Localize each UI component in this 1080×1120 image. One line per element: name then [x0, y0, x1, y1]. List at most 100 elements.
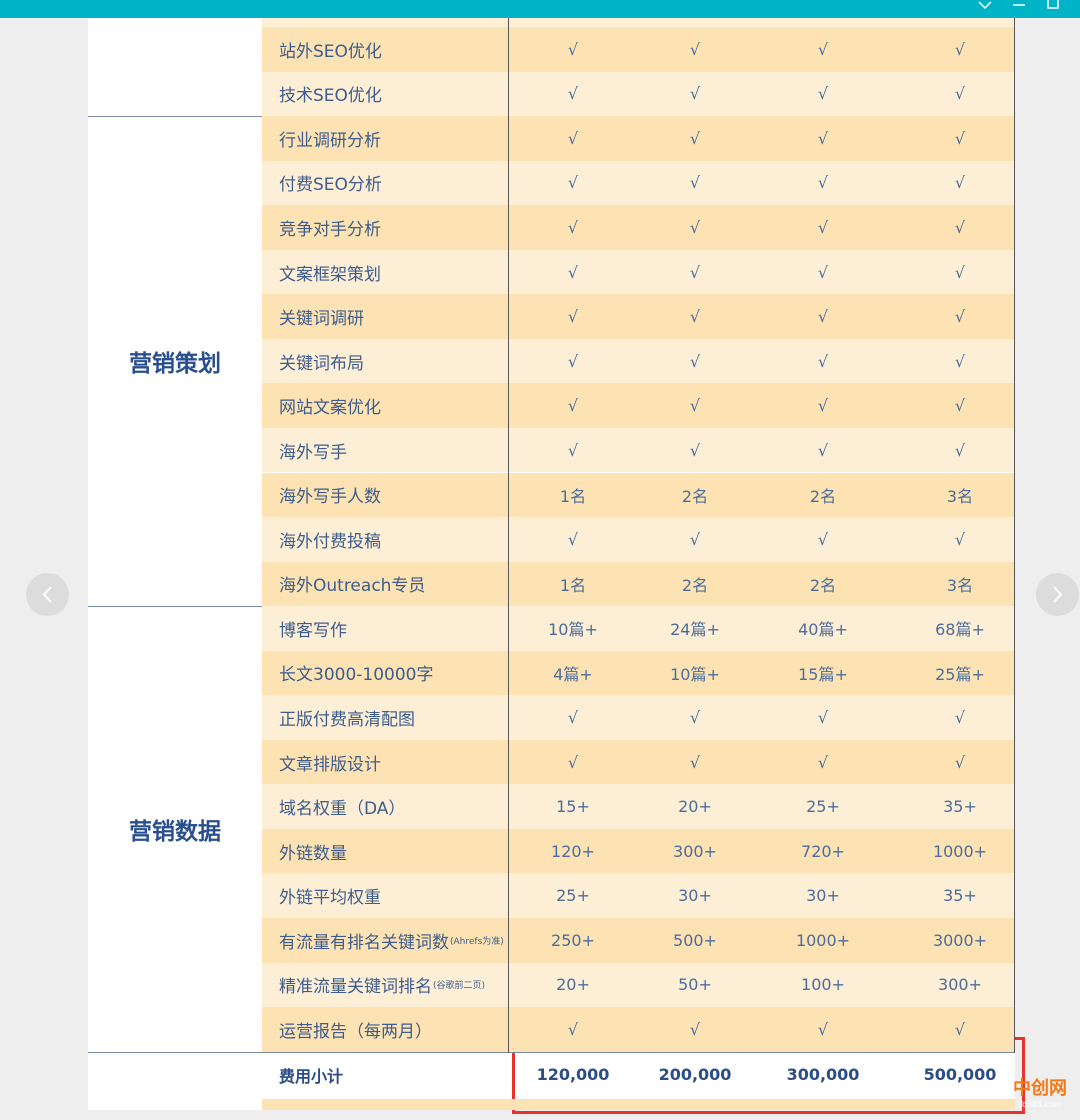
value-cell: √ [954, 1019, 966, 1039]
value-cell: 15+ [556, 797, 590, 817]
row-bg [262, 873, 1015, 918]
value-cell: √ [817, 307, 829, 327]
feature-label: 关键词布局 [279, 353, 364, 374]
value-cell: √ [689, 173, 701, 193]
value-cell: 50+ [678, 975, 712, 995]
value-cell: √ [689, 217, 701, 237]
value-cell: √ [817, 84, 829, 104]
value-cell: √ [954, 173, 966, 193]
column-divider [1014, 18, 1015, 1053]
value-cell: 2名 [809, 575, 837, 595]
feature-label: 外链平均权重 [279, 888, 381, 909]
value-cell: √ [689, 262, 701, 282]
value-cell: 2名 [809, 486, 837, 506]
row-bg [262, 27, 1015, 72]
value-cell: 30+ [806, 886, 840, 906]
row-bg [262, 561, 1015, 607]
value-cell: 25篇+ [935, 664, 985, 684]
value-cell: 1000+ [932, 841, 988, 861]
value-cell: 10篇+ [548, 620, 598, 640]
row-bg [262, 918, 1015, 963]
feature-cell: 有流量有排名关键词数 (Ahrefs为准) [262, 918, 508, 963]
value-cell: √ [689, 351, 701, 371]
value-cell: 20+ [678, 797, 712, 817]
feature-cell: 关键词布局 [262, 339, 508, 384]
row-bg [262, 784, 1015, 829]
feature-label: 长文3000-10000字 [279, 665, 434, 686]
prev-button[interactable] [26, 573, 69, 616]
row-bg [262, 160, 1015, 206]
value-cell: √ [567, 752, 579, 772]
group-label: 营销策划 [129, 351, 221, 378]
value-cell: √ [689, 440, 701, 460]
group-divider [88, 1051, 1015, 1053]
total-value: 120,000 [536, 1065, 610, 1085]
value-cell: √ [954, 262, 966, 282]
value-cell: √ [817, 173, 829, 193]
total-value: 300,000 [786, 1065, 860, 1085]
value-cell: √ [817, 1019, 829, 1039]
total-value: 500,000 [923, 1065, 997, 1085]
value-cell: √ [817, 262, 829, 282]
value-cell: 24篇+ [670, 620, 720, 640]
value-cell: √ [689, 752, 701, 772]
value-cell: 2名 [681, 575, 709, 595]
feature-label: 精准流量关键词排名 [279, 977, 432, 998]
feature-cell: 运营报告（每两月） [262, 1007, 508, 1052]
feature-cell: 海外写手人数 [262, 473, 508, 518]
feature-label: 域名权重（DA） [279, 799, 406, 820]
value-cell: √ [689, 84, 701, 104]
row-bg [262, 338, 1015, 384]
value-cell: 68篇+ [935, 620, 985, 640]
value-cell: 3名 [946, 486, 974, 506]
value-cell: √ [954, 217, 966, 237]
value-cell: √ [567, 128, 579, 148]
row-bg [262, 116, 1015, 161]
feature-cell: 关键词调研 [262, 294, 508, 339]
value-cell: 250+ [551, 930, 595, 950]
watermark-name: 中创网 [1013, 1078, 1067, 1099]
value-cell: √ [689, 708, 701, 728]
feature-label: 文章排版设计 [279, 754, 381, 775]
feature-label: 技术SEO优化 [279, 86, 382, 107]
value-cell: √ [689, 1019, 701, 1039]
column-divider [508, 18, 509, 1053]
value-cell: √ [954, 39, 966, 59]
value-cell: √ [567, 396, 579, 416]
value-cell: √ [567, 307, 579, 327]
value-cell: √ [689, 396, 701, 416]
value-cell: √ [954, 84, 966, 104]
feature-label: 海外Outreach专员 [279, 576, 426, 597]
value-cell: √ [817, 217, 829, 237]
value-cell: √ [817, 440, 829, 460]
row-bg [262, 606, 1015, 651]
feature-label: 正版付费高清配图 [279, 710, 415, 731]
feature-cell: 域名权重（DA） [262, 784, 508, 829]
row-bg [262, 71, 1015, 117]
row-bg [262, 739, 1015, 785]
value-cell: 15篇+ [798, 664, 848, 684]
value-cell: 35+ [943, 886, 977, 906]
value-cell: √ [567, 262, 579, 282]
value-cell: √ [817, 39, 829, 59]
next-button[interactable] [1036, 573, 1079, 616]
value-cell: √ [567, 529, 579, 549]
feature-cell: 网站文案优化 [262, 383, 508, 428]
feature-note: (Ahrefs为准) [450, 936, 504, 947]
value-cell: √ [954, 529, 966, 549]
value-cell: 20+ [556, 975, 590, 995]
value-cell: √ [567, 84, 579, 104]
row-bg [262, 427, 1015, 473]
value-cell: 120+ [551, 841, 595, 861]
value-cell: √ [567, 1019, 579, 1039]
value-cell: √ [567, 708, 579, 728]
feature-label: 外链数量 [279, 843, 347, 864]
value-cell: √ [954, 440, 966, 460]
value-cell: √ [954, 708, 966, 728]
row-bg [262, 472, 1015, 518]
value-cell: √ [689, 39, 701, 59]
feature-label: 竞争对手分析 [279, 219, 381, 240]
feature-label: 文案框架策划 [279, 264, 381, 285]
value-cell: 500+ [673, 930, 717, 950]
row-bg [262, 18, 1015, 27]
